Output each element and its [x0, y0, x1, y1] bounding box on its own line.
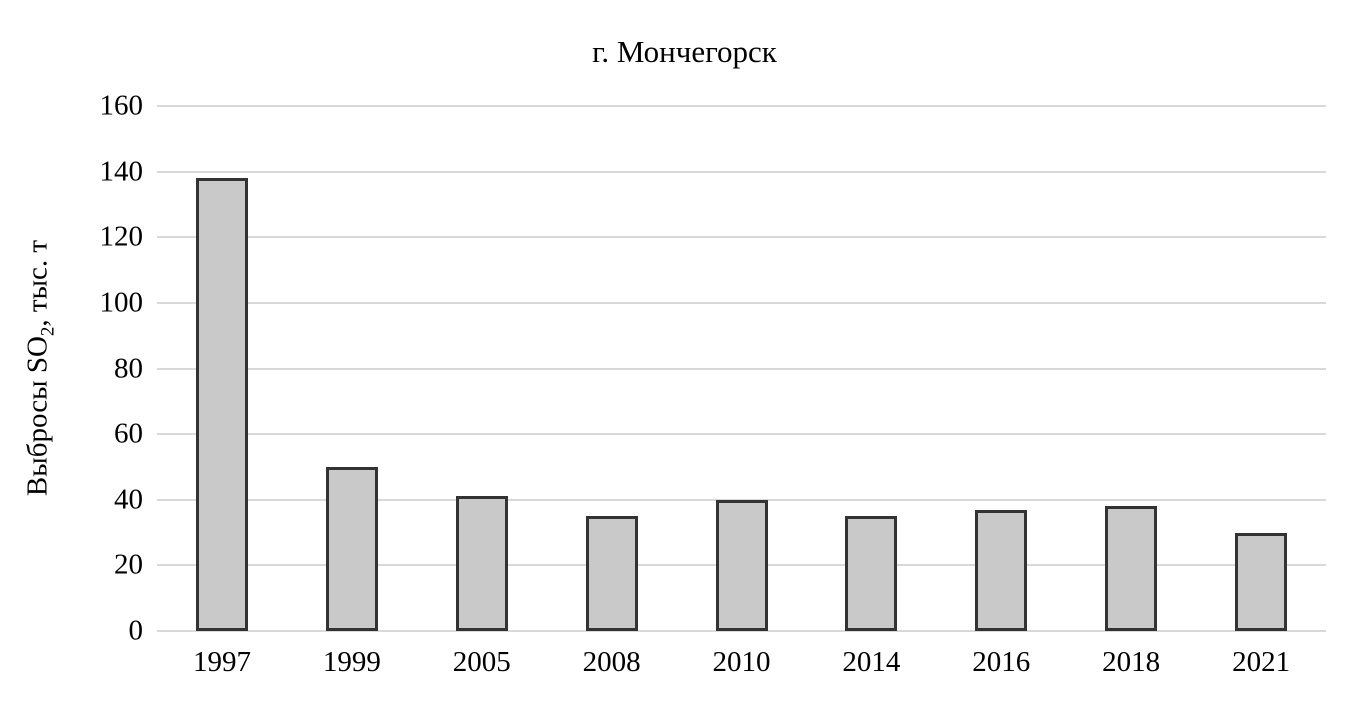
- x-axis-tick-labels: 1997 1999 2005 2008 2010 2014 2016 2018 2021: [157, 644, 1326, 680]
- y-tick-label: 80: [114, 352, 143, 384]
- bar-slot: [1066, 106, 1196, 631]
- x-tick-label: 2016: [972, 646, 1031, 678]
- y-tick-label: 100: [99, 286, 144, 319]
- x-tick-label: 1997: [192, 646, 251, 678]
- x-tick-label: 2005: [452, 646, 511, 678]
- y-tick-label: 40: [114, 483, 143, 516]
- gridline: [157, 630, 1326, 632]
- x-tick-label: 2010: [712, 646, 771, 678]
- bar-2016: [975, 509, 1028, 631]
- y-tick-label: 140: [99, 155, 144, 188]
- bar-2005: [455, 496, 508, 631]
- x-tick-label: 2014: [842, 646, 901, 678]
- gridline: [157, 170, 1326, 173]
- bar-slot: [417, 106, 547, 631]
- bars-layer: [157, 106, 1326, 631]
- bar-1999: [325, 466, 378, 631]
- bar-slot: [287, 106, 417, 631]
- chart-title: г. Мончегорск: [592, 34, 777, 69]
- gridline: [157, 105, 1326, 107]
- gridline: [157, 301, 1326, 304]
- bar-2014: [845, 516, 898, 631]
- bar-slot: [677, 106, 807, 631]
- bar-2008: [585, 516, 638, 631]
- gridline: [157, 236, 1326, 239]
- y-tick-label: 60: [114, 417, 143, 450]
- y-axis-tick-labels: 0 20 40 60 80 100 120 140 160: [0, 91, 144, 645]
- x-tick-label: 2008: [582, 646, 641, 678]
- gridline: [157, 367, 1326, 370]
- x-tick-label: 1999: [322, 646, 381, 678]
- y-tick-label: 20: [114, 548, 143, 581]
- bar-2021: [1235, 532, 1288, 631]
- bar-slot: [936, 106, 1066, 631]
- x-tick-label: 2021: [1232, 646, 1291, 678]
- bar-slot: [157, 106, 287, 631]
- bar-1997: [195, 178, 248, 631]
- plot-area: [157, 105, 1326, 632]
- y-tick-label: 160: [99, 89, 144, 122]
- bar-slot: [1196, 106, 1326, 631]
- bar-2010: [715, 499, 768, 631]
- gridline: [157, 433, 1326, 436]
- x-tick-label: 2018: [1102, 646, 1161, 678]
- bar-slot: [806, 106, 936, 631]
- bar-slot: [547, 106, 677, 631]
- y-tick-label: 0: [128, 614, 144, 647]
- y-tick-label: 120: [99, 220, 144, 253]
- bar-2018: [1105, 506, 1158, 631]
